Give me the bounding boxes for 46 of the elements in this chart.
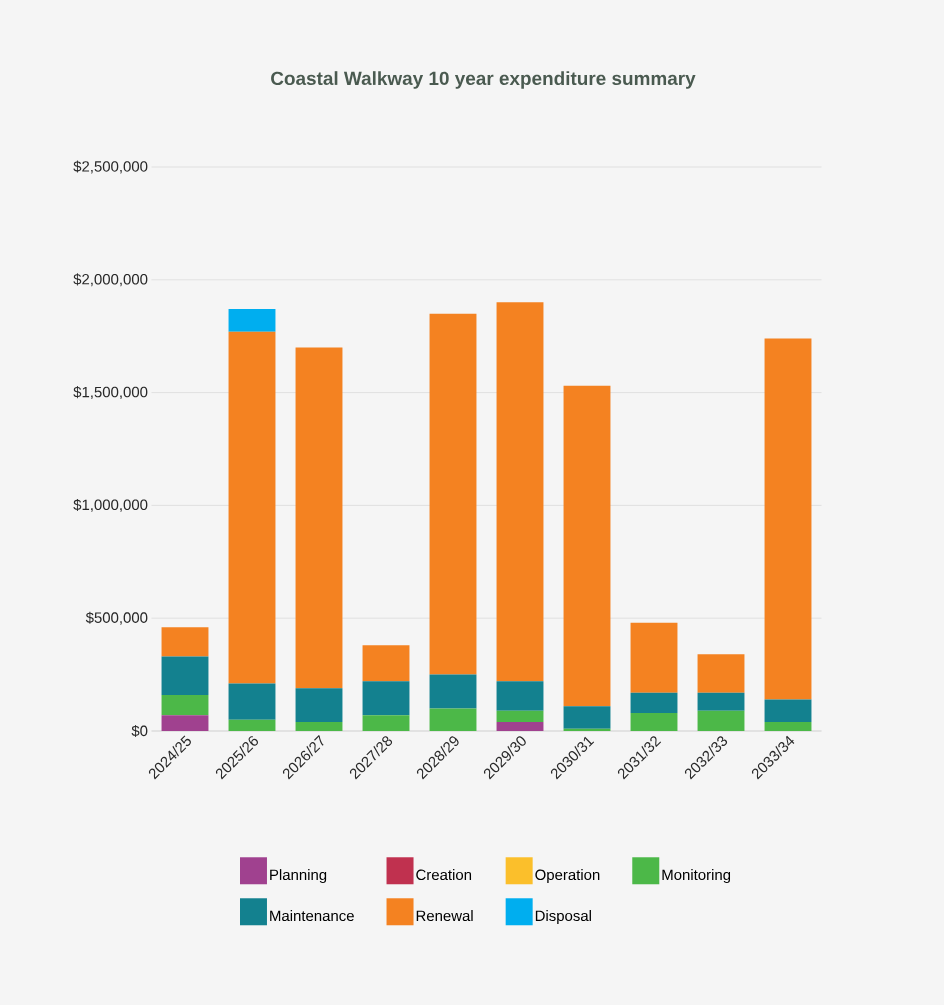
bar: [228, 309, 276, 332]
legend-label: Creation: [416, 869, 472, 881]
bar: [161, 627, 209, 657]
bar: [630, 622, 678, 693]
bar: [362, 681, 410, 716]
y-tick-label: $0: [131, 724, 148, 738]
bar: [496, 710, 544, 722]
bar: [161, 694, 209, 716]
bar: [496, 681, 544, 711]
bar: [161, 715, 209, 731]
bar: [429, 708, 477, 731]
bar: [228, 331, 276, 684]
y-tick-label: $2,000,000: [73, 273, 148, 287]
legend-label: Operation: [535, 869, 600, 884]
bar: [362, 715, 410, 731]
bar: [697, 710, 745, 731]
bar: [496, 302, 544, 682]
bar: [295, 347, 343, 689]
bar: [764, 721, 812, 731]
bar: [362, 645, 410, 682]
bar: [228, 683, 276, 720]
bar: [295, 688, 343, 722]
y-tick-label: $2,500,000: [73, 160, 148, 174]
legend-label: Monitoring: [662, 869, 731, 884]
bar: [630, 712, 678, 731]
bar: [764, 699, 812, 722]
bar: [295, 721, 343, 731]
bar: [161, 656, 209, 695]
legend-label: Renewal: [416, 910, 473, 922]
bar: [496, 721, 544, 731]
bar: [697, 692, 745, 711]
bar: [697, 654, 745, 693]
chart-title: Coastal Walkway 10 year expenditure summary: [271, 71, 696, 89]
bar: [228, 719, 276, 731]
legend-label: Disposal: [535, 910, 591, 925]
bar: [563, 706, 611, 729]
bar: [764, 338, 812, 700]
y-tick-label: $1,500,000: [73, 386, 148, 400]
legend-label: Planning: [270, 869, 327, 884]
legend-label: Maintenance: [270, 910, 354, 922]
y-tick-label: $500,000: [85, 611, 148, 625]
bar: [630, 692, 678, 713]
bar: [563, 385, 611, 707]
bar: [429, 674, 477, 709]
y-tick-label: $1,000,000: [73, 498, 148, 512]
bar: [429, 313, 477, 675]
